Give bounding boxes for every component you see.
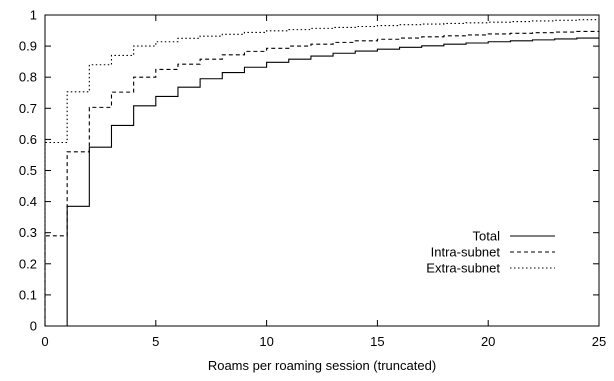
- x-axis-label: Roams per roaming session (truncated): [208, 358, 436, 373]
- y-tick-label: 1: [30, 8, 37, 23]
- y-tick-label: 0.3: [19, 225, 37, 240]
- y-tick-label: 0.4: [19, 194, 37, 209]
- series-line-extra-subnet: [44, 19, 600, 326]
- x-tick-label: 25: [592, 334, 606, 349]
- y-tick-label: 0: [30, 319, 37, 334]
- x-tick-label: 0: [41, 334, 48, 349]
- y-tick-label: 0.8: [19, 70, 37, 85]
- axes: 00.10.20.30.40.50.60.70.80.910 5 10 15 20 25: [19, 8, 606, 350]
- x-tick-label: 20: [481, 334, 495, 349]
- x-tick-label: 15: [370, 334, 384, 349]
- legend-label: Total: [473, 229, 501, 244]
- y-tick-label: 0.2: [19, 256, 37, 271]
- y-tick-label: 0.6: [19, 132, 37, 147]
- series-line-total: [66, 37, 600, 326]
- legend-label: Extra-subnet: [426, 261, 500, 276]
- x-tick-label: 10: [259, 334, 273, 349]
- y-tick-label: 0.9: [19, 39, 37, 54]
- y-tick-label: 0.1: [19, 287, 37, 302]
- x-tick-label: 5: [152, 334, 159, 349]
- y-tick-label: 0.5: [19, 163, 37, 178]
- series-line-intra-subnet: [44, 30, 600, 326]
- y-tick-label: 0.7: [19, 101, 37, 116]
- series-layer: [44, 19, 600, 326]
- plot-frame: [44, 14, 600, 327]
- legend-label: Intra-subnet: [431, 245, 501, 260]
